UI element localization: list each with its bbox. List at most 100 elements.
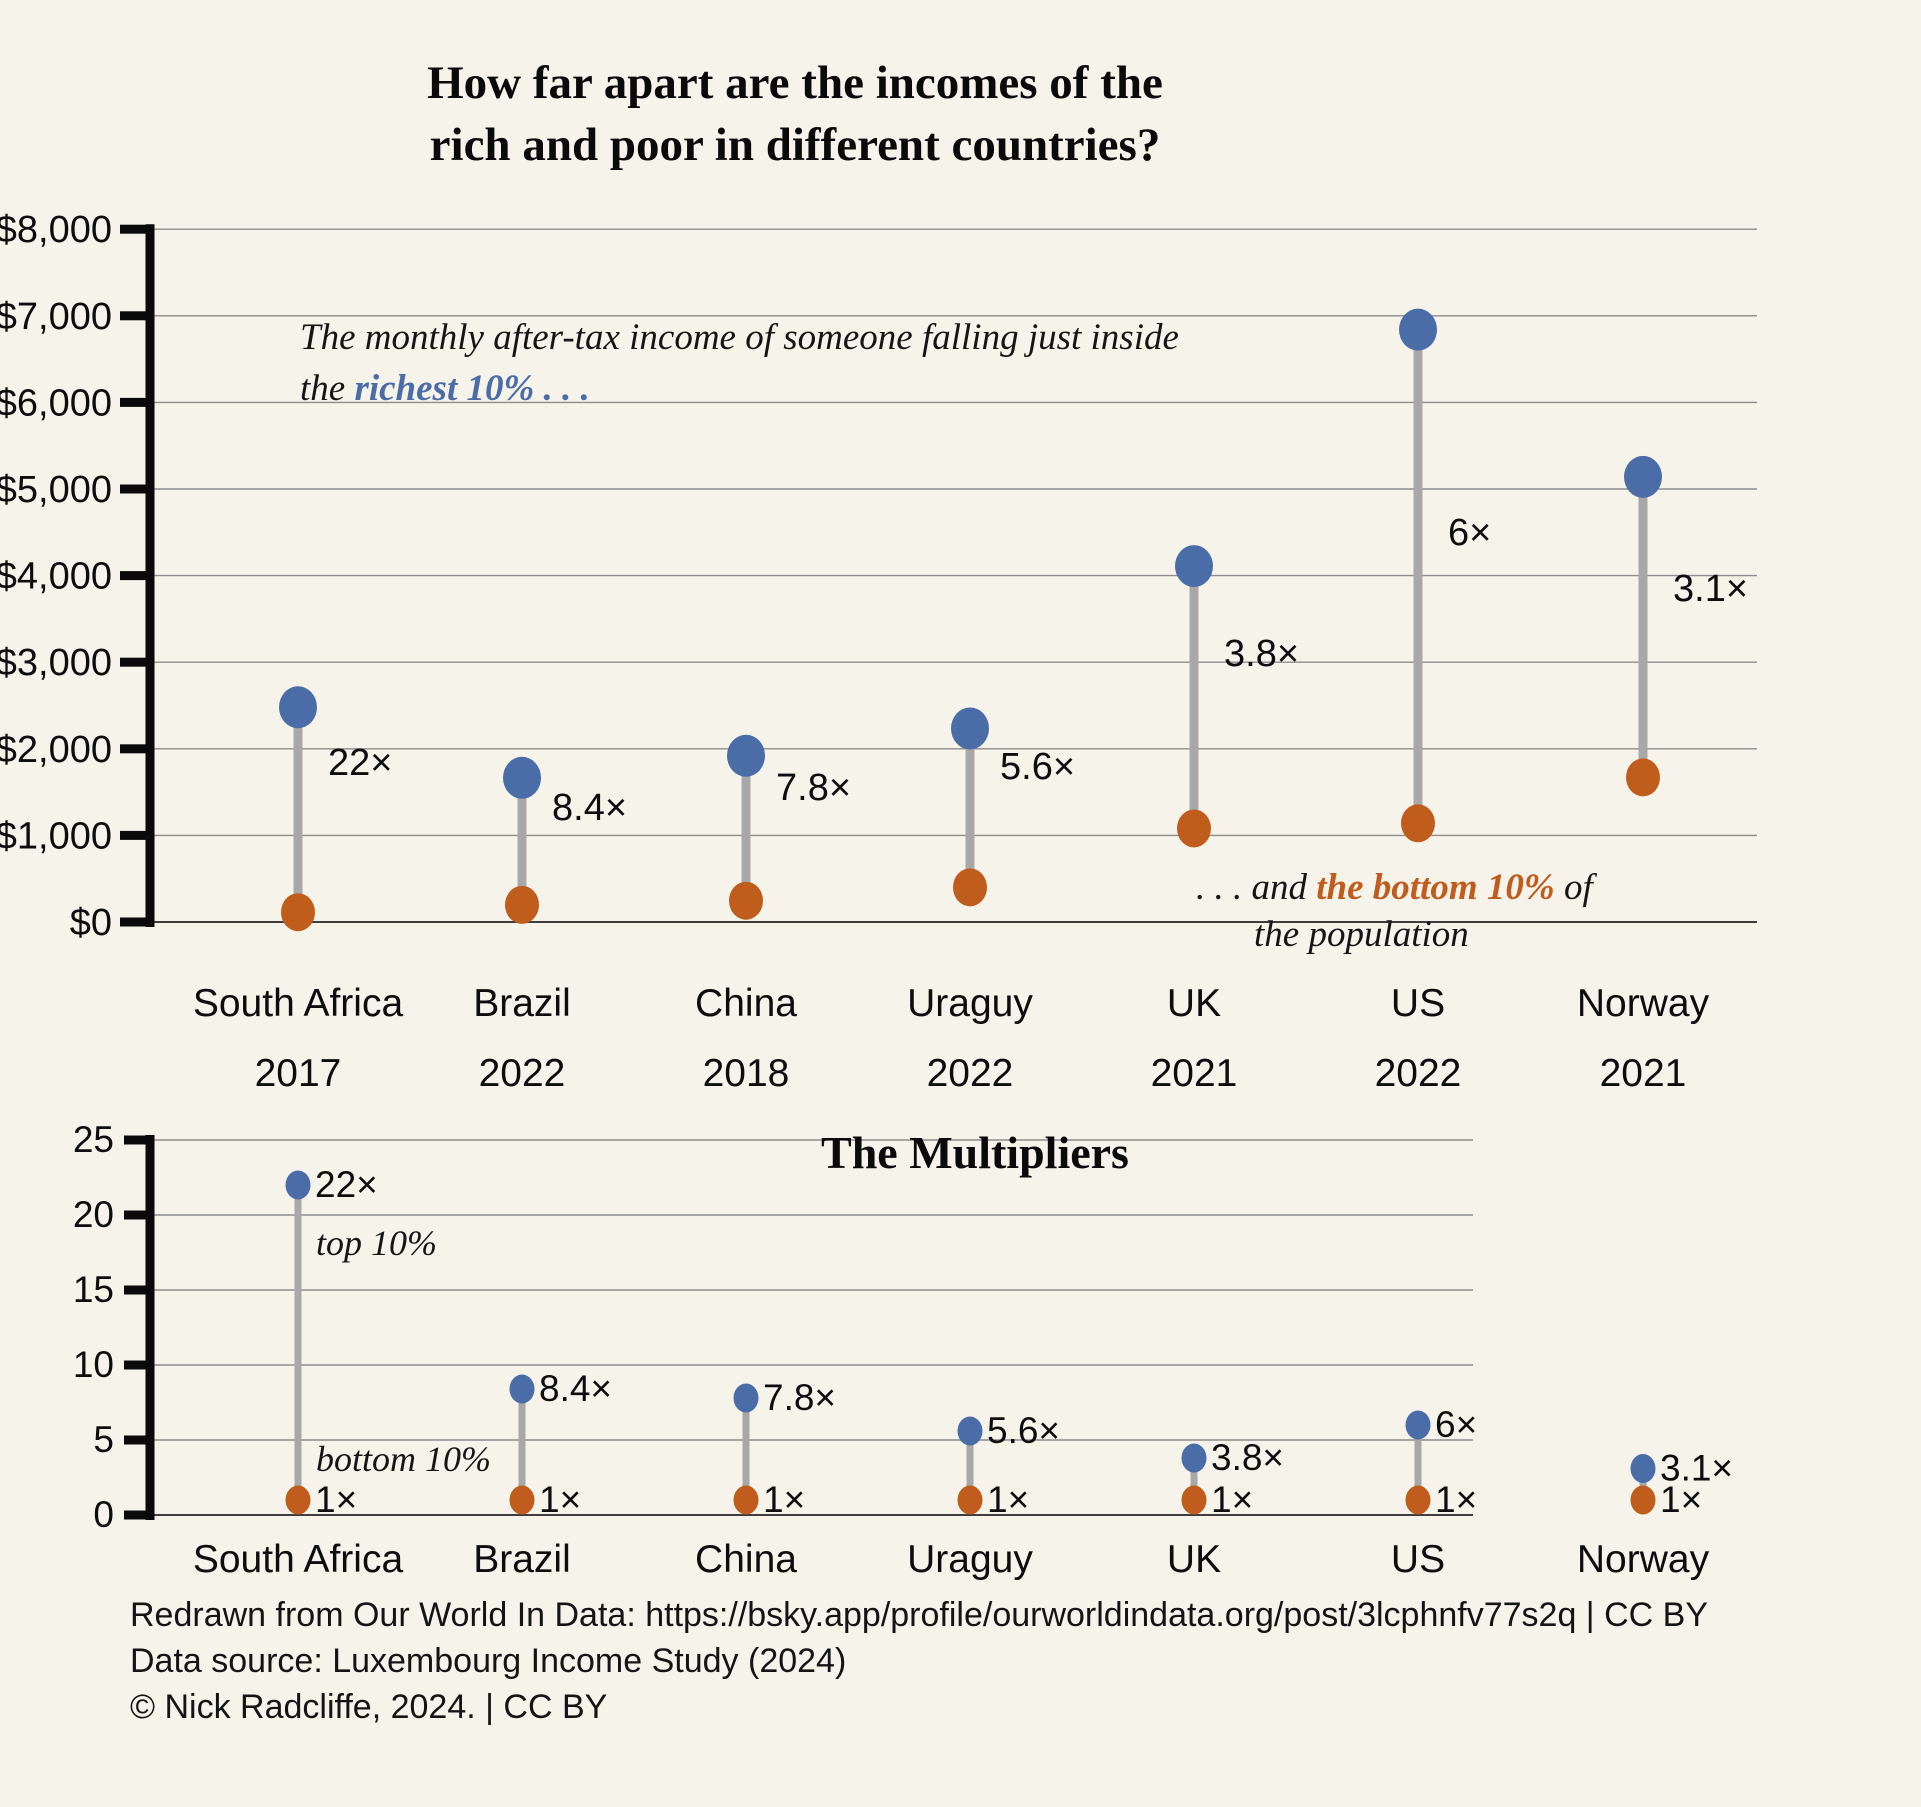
mult-baseline-label-Brazil: 1× [539,1479,581,1520]
x-label-country-Brazil: Brazil [473,982,571,1025]
mult-y-tick-20 [124,1210,150,1220]
footer-data-source: Data source: Luxembourg Income Study (20… [130,1642,847,1680]
mult-top-dot-Uraguy [957,1416,983,1446]
mult-baseline-label-UK: 1× [1211,1479,1253,1520]
x-label-year-US: 2022 [1375,1052,1462,1095]
y-tick-label-6000: $6,000 [0,382,112,424]
y-tick-6000 [120,397,150,407]
mult-bottom-dot-Brazil [509,1485,535,1515]
mult-value-label-China: 7.8× [763,1377,836,1418]
poor-dot-US [1401,804,1435,843]
x-label-year-Uraguy: 2022 [927,1052,1014,1095]
multipliers-chart-title: The Multipliers [821,1127,1129,1178]
multiplier-label-Brazil: 8.4× [552,787,627,829]
poor-dot-China [729,881,763,920]
rich-dot-China [727,734,765,777]
mult-x-label-South Africa: South Africa [193,1538,404,1581]
mult-bottom-dot-South Africa [285,1485,311,1515]
y-tick-2000 [120,744,150,754]
y-tick-label-4000: $4,000 [0,556,112,598]
mult-baseline-label-US: 1× [1435,1479,1477,1520]
y-tick-1000 [120,830,150,840]
multiplier-label-UK: 3.8× [1224,633,1299,675]
poor-dot-Brazil [505,885,539,924]
y-tick-label-8000: $8,000 [0,209,112,251]
mult-top-dot-US [1405,1410,1431,1440]
bottom-10-annotation-suffix: of [1554,867,1593,908]
mult-baseline-label-China: 1× [763,1479,805,1520]
mult-value-label-South Africa: 22× [315,1164,378,1205]
poor-dot-UK [1177,809,1211,848]
rich-dot-UK [1175,545,1213,588]
page-title: How far apart are the incomes of the ric… [0,52,1590,176]
poor-dot-South Africa [281,893,315,932]
bottom-10-annotation-line1: . . . and the bottom 10% of [1196,864,1656,911]
multiplier-label-Uraguy: 5.6× [1000,746,1075,788]
mult-top-dot-China [733,1383,759,1413]
x-label-year-UK: 2021 [1151,1052,1238,1095]
rich-dot-South Africa [279,686,317,729]
richest-10-annotation-highlight: richest 10% . . . [354,368,590,409]
mult-x-label-Uraguy: Uraguy [907,1538,1033,1581]
rich-dot-Uraguy [951,707,989,750]
mult-y-tick-5 [124,1435,150,1445]
mult-top-dot-Brazil [509,1374,535,1404]
mult-baseline-label-Uraguy: 1× [987,1479,1029,1520]
y-tick-label-7000: $7,000 [0,296,112,338]
bottom10-series-label: bottom 10% [316,1439,491,1479]
mult-y-tick-10 [124,1360,150,1370]
x-label-year-Brazil: 2022 [479,1052,566,1095]
mult-bottom-dot-UK [1181,1485,1207,1515]
mult-x-label-Norway: Norway [1577,1538,1710,1581]
x-label-country-US: US [1391,982,1445,1025]
mult-bottom-dot-China [733,1485,759,1515]
mult-y-tick-label-25: 25 [73,1119,114,1160]
mult-y-tick-25 [124,1135,150,1145]
mult-y-tick-0 [124,1510,150,1520]
mult-x-label-US: US [1391,1538,1445,1581]
y-tick-label-5000: $5,000 [0,469,112,511]
richest-10-annotation-prefix: the [300,368,355,409]
multiplier-label-China: 7.8× [776,767,851,809]
richest-10-annotation: The monthly after-tax income of someone … [300,312,1280,414]
richest-10-annotation-line1: The monthly after-tax income of someone … [300,317,1179,358]
mult-bottom-dot-Norway [1630,1485,1656,1515]
mult-x-label-China: China [695,1538,797,1581]
top10-series-label: top 10% [316,1223,437,1263]
mult-value-label-Brazil: 8.4× [539,1368,612,1409]
mult-value-label-US: 6× [1435,1404,1477,1445]
y-tick-label-1000: $1,000 [0,815,112,857]
x-label-year-Norway: 2021 [1600,1052,1687,1095]
bottom-10-annotation-highlight: the bottom 10% [1316,867,1555,908]
mult-y-tick-label-20: 20 [73,1194,114,1235]
y-tick-7000 [120,311,150,321]
y-tick-3000 [120,657,150,667]
x-label-year-South Africa: 2017 [255,1052,342,1095]
footer-attribution: Redrawn from Our World In Data: https://… [130,1596,1708,1634]
y-tick-label-0: $0 [70,902,112,944]
y-tick-5000 [120,484,150,494]
mult-x-label-UK: UK [1167,1538,1221,1581]
bottom-10-annotation: . . . and the bottom 10% of the populati… [1196,864,1656,958]
mult-y-tick-label-10: 10 [73,1344,114,1385]
mult-value-label-Norway: 3.1× [1660,1448,1733,1489]
mult-top-dot-South Africa [285,1170,311,1200]
mult-y-tick-label-0: 0 [93,1494,114,1535]
mult-value-label-Uraguy: 5.6× [987,1410,1060,1451]
mult-y-tick-label-5: 5 [93,1419,114,1460]
mult-baseline-label-South Africa: 1× [315,1479,357,1520]
x-label-country-Norway: Norway [1577,982,1710,1025]
mult-y-tick-label-15: 15 [73,1269,114,1310]
y-tick-label-2000: $2,000 [0,729,112,771]
rich-dot-Brazil [503,756,541,799]
bottom-10-annotation-line2: the population [1254,914,1469,955]
y-tick-8000 [120,224,150,234]
y-tick-label-3000: $3,000 [0,642,112,684]
poor-dot-Norway [1626,758,1660,797]
mult-baseline-label-Norway: 1× [1660,1479,1702,1520]
footer-copyright: © Nick Radcliffe, 2024. | CC BY [130,1688,608,1726]
multiplier-label-Norway: 3.1× [1673,568,1748,610]
richest-10-annotation-line2: the richest 10% . . . [300,363,1280,414]
mult-x-label-Brazil: Brazil [473,1538,571,1581]
